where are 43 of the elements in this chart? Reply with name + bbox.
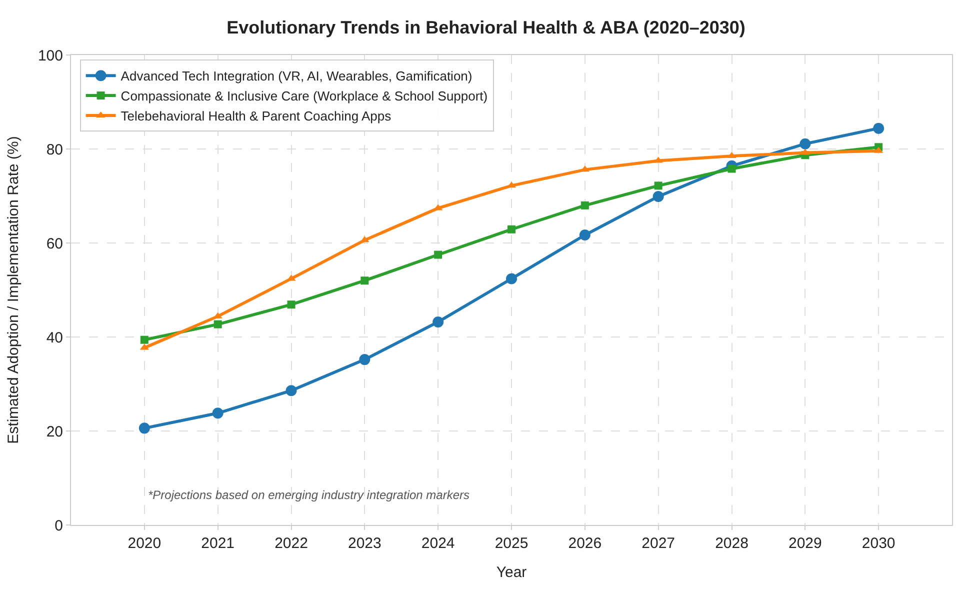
y-tick-label: 20 xyxy=(46,423,63,440)
x-axis-title: Year xyxy=(496,564,527,581)
x-tick-label: 2030 xyxy=(862,535,896,552)
x-tick-label: 2026 xyxy=(568,535,602,552)
legend-label: Telebehavioral Health & Parent Coaching Apps xyxy=(120,108,392,124)
point xyxy=(652,190,664,202)
point xyxy=(287,300,296,309)
x-tick-label: 2023 xyxy=(348,535,382,552)
x-tick-label: 2028 xyxy=(715,535,748,552)
x-tick-label: 2024 xyxy=(421,535,455,552)
x-tick-label: 2029 xyxy=(788,535,822,552)
x-tick-label: 2022 xyxy=(274,535,308,552)
point xyxy=(286,385,297,396)
point xyxy=(506,273,517,284)
y-tick-label: 60 xyxy=(46,235,63,252)
y-tick-label: 80 xyxy=(46,141,63,158)
point xyxy=(873,122,884,134)
point xyxy=(214,320,222,328)
point xyxy=(654,182,662,190)
x-tick-label: 2020 xyxy=(128,535,162,552)
point xyxy=(580,201,589,210)
x-tick-label: 2025 xyxy=(494,535,528,552)
y-axis-title: Estimated Adoption / Implementation Rate (%) xyxy=(5,136,22,444)
point xyxy=(800,138,811,150)
point xyxy=(579,230,590,241)
point xyxy=(434,250,442,259)
point xyxy=(432,316,444,328)
x-tick-label: 2021 xyxy=(201,535,235,552)
y-tick-label: 40 xyxy=(46,329,63,346)
x-tick-label: 2027 xyxy=(642,535,676,552)
point xyxy=(360,276,369,285)
point xyxy=(212,408,224,419)
point xyxy=(140,336,148,344)
point xyxy=(728,164,736,173)
point xyxy=(138,422,150,434)
point xyxy=(508,225,516,234)
y-tick-label: 0 xyxy=(54,517,63,534)
legend-label: Advanced Tech Integration (VR, AI, Wearables, Gamification) xyxy=(120,68,472,84)
legend-label: Compassionate & Inclusive Care (Workplace & School Support) xyxy=(120,88,488,104)
point xyxy=(359,354,370,366)
y-tick-label: 100 xyxy=(38,47,63,64)
annotation: *Projections based on emerging industry integration markers xyxy=(148,488,470,502)
chart-title: Evolutionary Trends in Behavioral Health & ABA (2020–2030) xyxy=(226,17,746,38)
